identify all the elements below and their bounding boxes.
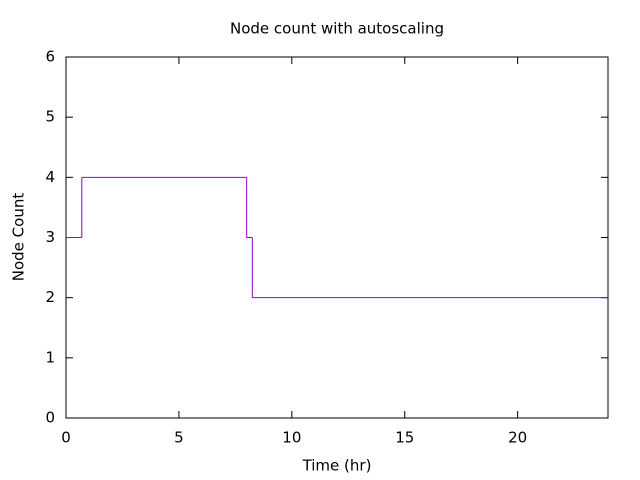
x-axis-label: Time (hr) [302, 457, 372, 475]
y-axis-label: Node Count [10, 193, 28, 282]
y-tick-label: 5 [45, 108, 55, 126]
y-tick-label: 6 [45, 48, 55, 66]
x-tick-label: 0 [61, 429, 71, 447]
y-tick-label: 3 [45, 228, 55, 246]
x-tick-label: 15 [395, 429, 414, 447]
x-tick-label: 20 [508, 429, 527, 447]
y-tick-label: 2 [45, 288, 55, 306]
y-tick-label: 1 [45, 348, 55, 366]
y-tick-label: 0 [45, 409, 55, 427]
x-tick-label: 5 [174, 429, 184, 447]
y-tick-label: 4 [45, 168, 55, 186]
x-tick-label: 10 [282, 429, 301, 447]
chart-title: Node count with autoscaling [230, 20, 444, 38]
